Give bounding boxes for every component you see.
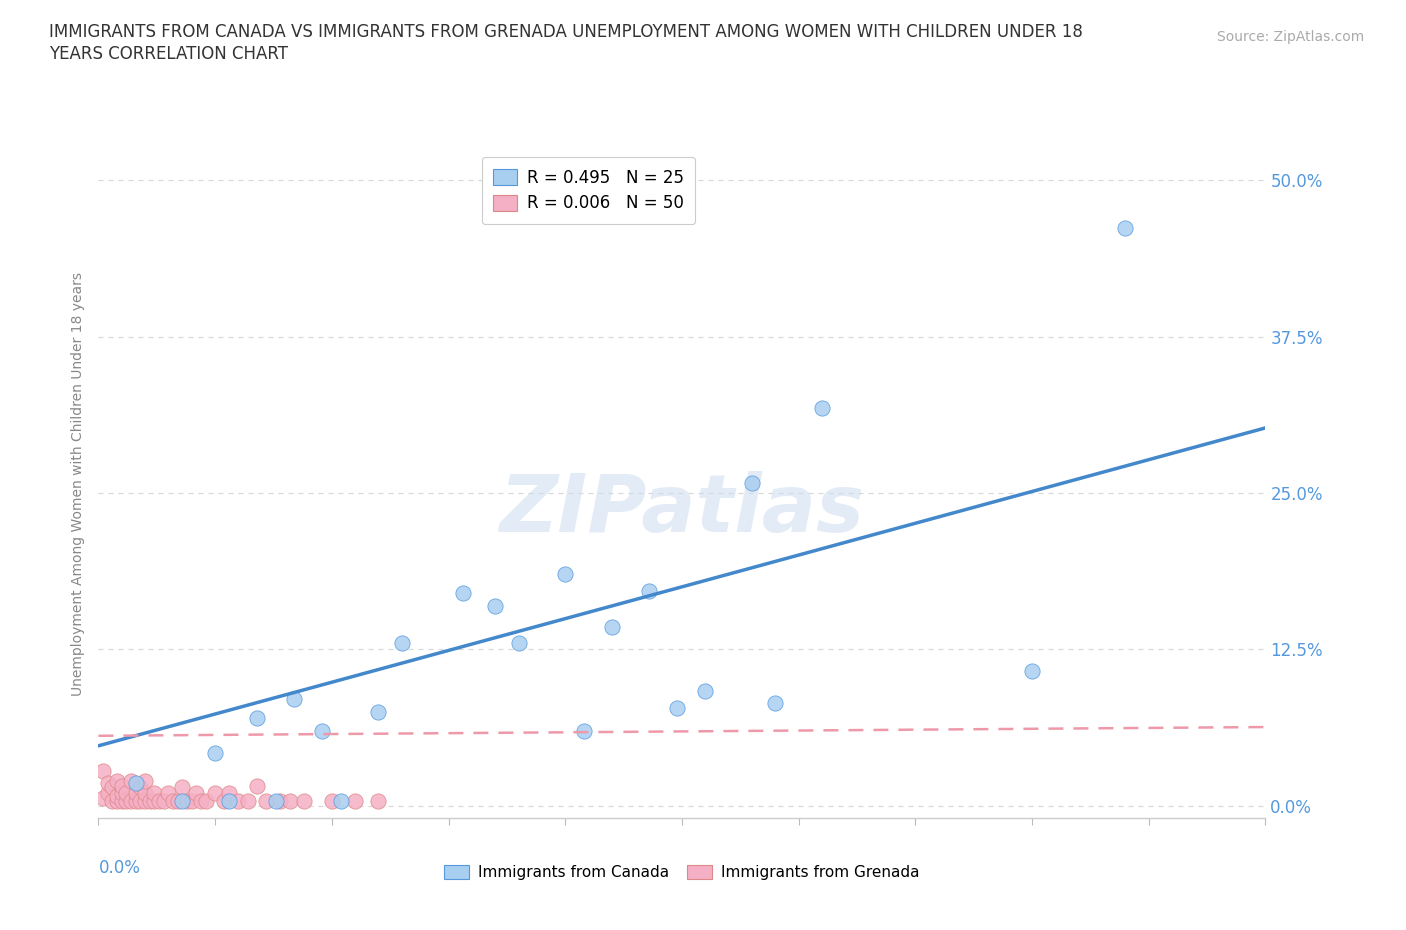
Point [101,779,124,794]
Point [246,778,269,793]
Point [292,793,315,808]
Point [204,786,226,801]
Point [484,598,506,613]
Point [218,786,240,801]
Point [105,789,128,804]
Point [125,786,148,801]
Point [134,793,156,808]
Point [264,793,287,808]
Point [451,586,474,601]
Point [344,793,367,808]
Point [91,790,114,805]
Legend: Immigrants from Canada, Immigrants from Grenada: Immigrants from Canada, Immigrants from … [437,857,927,888]
Point [190,793,212,808]
Point [125,793,148,808]
Point [91,764,114,778]
Point [139,793,162,808]
Point [125,776,148,790]
Point [228,793,250,808]
Point [152,793,174,808]
Point [763,696,786,711]
Point [214,793,236,808]
Point [311,724,333,738]
Point [129,779,152,794]
Text: ZIPatlas: ZIPatlas [499,472,865,550]
Point [115,793,138,808]
Point [101,793,124,808]
Point [283,692,305,707]
Point [148,793,170,808]
Point [741,475,763,490]
Point [508,636,530,651]
Point [256,793,278,808]
Point [367,793,389,808]
Point [278,793,301,808]
Point [367,705,389,720]
Point [695,684,717,698]
Point [269,793,291,808]
Point [120,793,142,808]
Point [391,636,413,651]
Point [666,701,689,716]
Point [194,793,217,808]
Point [1114,220,1136,235]
Point [554,567,576,582]
Point [572,724,595,738]
Point [111,778,134,793]
Text: YEARS CORRELATION CHART: YEARS CORRELATION CHART [49,45,288,62]
Point [638,583,661,598]
Point [134,786,156,801]
Point [330,793,353,808]
Point [120,774,142,789]
Point [129,793,152,808]
Point [246,711,269,725]
Point [162,793,184,808]
Point [111,786,134,801]
Point [811,401,834,416]
Point [204,746,226,761]
Point [236,793,259,808]
Text: 0.0%: 0.0% [98,858,141,877]
Point [111,793,134,808]
Point [115,786,138,801]
Point [172,779,194,794]
Text: Source: ZipAtlas.com: Source: ZipAtlas.com [1216,30,1364,44]
Point [157,786,180,801]
Point [218,793,240,808]
Point [105,793,128,808]
Point [180,793,202,808]
Point [321,793,343,808]
Point [172,793,194,808]
Text: IMMIGRANTS FROM CANADA VS IMMIGRANTS FROM GRENADA UNEMPLOYMENT AMONG WOMEN WITH : IMMIGRANTS FROM CANADA VS IMMIGRANTS FRO… [49,23,1083,41]
Point [143,793,166,808]
Point [600,619,623,634]
Point [143,786,166,801]
Point [97,776,120,790]
Point [134,774,156,789]
Point [186,786,208,801]
Point [176,793,198,808]
Point [97,786,120,801]
Point [105,774,128,789]
Y-axis label: Unemployment Among Women with Children Under 18 years: Unemployment Among Women with Children U… [70,272,84,696]
Point [1021,663,1043,678]
Point [166,793,188,808]
